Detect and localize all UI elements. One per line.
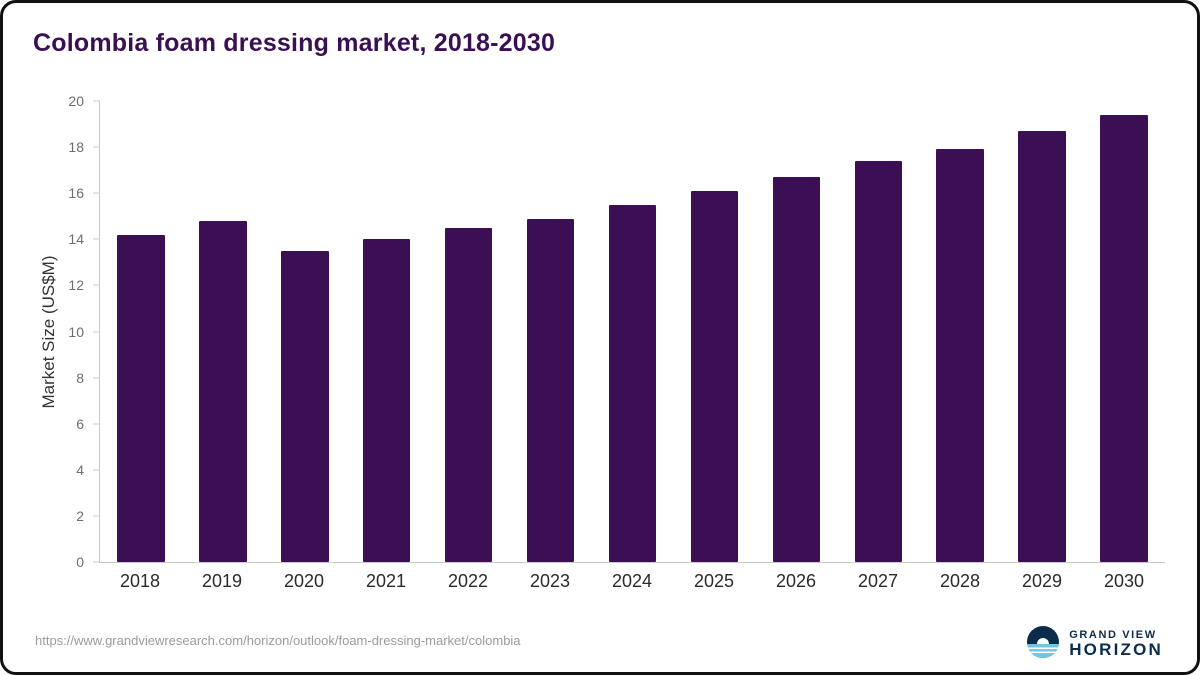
bar-slot	[428, 101, 510, 562]
y-tick-mark	[93, 469, 100, 471]
x-label-2026: 2026	[775, 571, 817, 591]
y-tick-label: 20	[68, 93, 84, 109]
bar-2027	[854, 160, 902, 562]
x-label-2024: 2024	[611, 571, 653, 591]
bar-2019	[199, 220, 247, 562]
bar-slot	[1001, 101, 1083, 562]
x-label-2028: 2028	[939, 571, 981, 591]
bar-2030	[1100, 114, 1148, 562]
x-label-2020: 2020	[283, 571, 325, 591]
bar-slot	[510, 101, 592, 562]
bar-2026	[772, 177, 821, 562]
x-label-2023: 2023	[529, 571, 571, 591]
bar-slot	[837, 101, 919, 562]
plot-area: 0 2 4 6 8 10 12 14 16 18 20	[68, 93, 1165, 570]
bar-2018	[117, 234, 165, 562]
bar-slot	[182, 101, 264, 562]
bar-2028	[936, 149, 984, 562]
bar-2024	[608, 204, 657, 562]
x-label-2027: 2027	[857, 571, 899, 591]
y-tick-mark	[93, 423, 100, 425]
bars-row	[100, 101, 1165, 562]
brand-logo-text: GRAND VIEW HORIZON	[1069, 628, 1163, 660]
bar-2020	[281, 250, 329, 562]
page-title: Colombia foam dressing market, 2018-2030	[33, 29, 556, 57]
brand-logo: GRAND VIEW HORIZON	[1026, 625, 1163, 664]
bar-slot	[755, 101, 837, 562]
bar-2023	[526, 218, 575, 562]
x-label-2025: 2025	[693, 571, 735, 591]
y-tick-label: 12	[68, 277, 84, 294]
brand-name-top: GRAND VIEW	[1069, 628, 1157, 641]
bar-slot	[919, 101, 1001, 562]
bar-slot	[346, 101, 428, 562]
y-tick-label: 8	[76, 369, 84, 386]
bar-2022	[444, 227, 493, 562]
x-label-2030: 2030	[1103, 571, 1145, 591]
y-tick-mark	[93, 192, 100, 194]
x-label-2022: 2022	[447, 571, 489, 591]
bar-slot	[1083, 101, 1165, 562]
y-tick-mark	[93, 238, 100, 240]
y-tick-mark	[93, 377, 100, 379]
x-label-2019: 2019	[201, 571, 243, 591]
x-labels-row: 2018 2019 2020 2021 2022 2023 2024 2025 2026 2027…	[99, 571, 1165, 592]
y-tick-mark	[93, 515, 100, 517]
y-tick-label: 10	[68, 323, 84, 340]
x-label-2021: 2021	[365, 571, 407, 591]
y-axis-title: Market Size (US$M)	[39, 255, 58, 409]
y-tick-label: 18	[68, 139, 84, 156]
bar-2029	[1018, 130, 1066, 562]
y-tick-label: 6	[76, 415, 84, 432]
y-tick-label: 0	[76, 554, 84, 570]
bar-2025	[690, 190, 739, 562]
horizon-sun-icon	[1026, 625, 1060, 664]
y-tick-label: 14	[68, 231, 84, 248]
bar-slot	[264, 101, 346, 562]
bar-slot	[673, 101, 755, 562]
y-tick-mark	[93, 331, 100, 332]
bar-slot	[592, 101, 674, 562]
y-tick-mark	[93, 146, 100, 148]
y-tick-label: 2	[76, 507, 84, 524]
y-tick-mark	[93, 100, 100, 102]
source-url: https://www.grandviewresearch.com/horizo…	[35, 633, 521, 648]
x-label-2029: 2029	[1021, 571, 1063, 591]
y-tick-label: 4	[76, 461, 84, 478]
y-tick-label: 16	[68, 185, 84, 202]
brand-name-bottom: HORIZON	[1069, 640, 1163, 660]
bar-2021	[362, 239, 411, 562]
x-label-2018: 2018	[119, 571, 161, 591]
bar-slot	[100, 101, 182, 562]
y-tick-mark	[93, 561, 100, 563]
y-tick-mark	[93, 284, 100, 286]
